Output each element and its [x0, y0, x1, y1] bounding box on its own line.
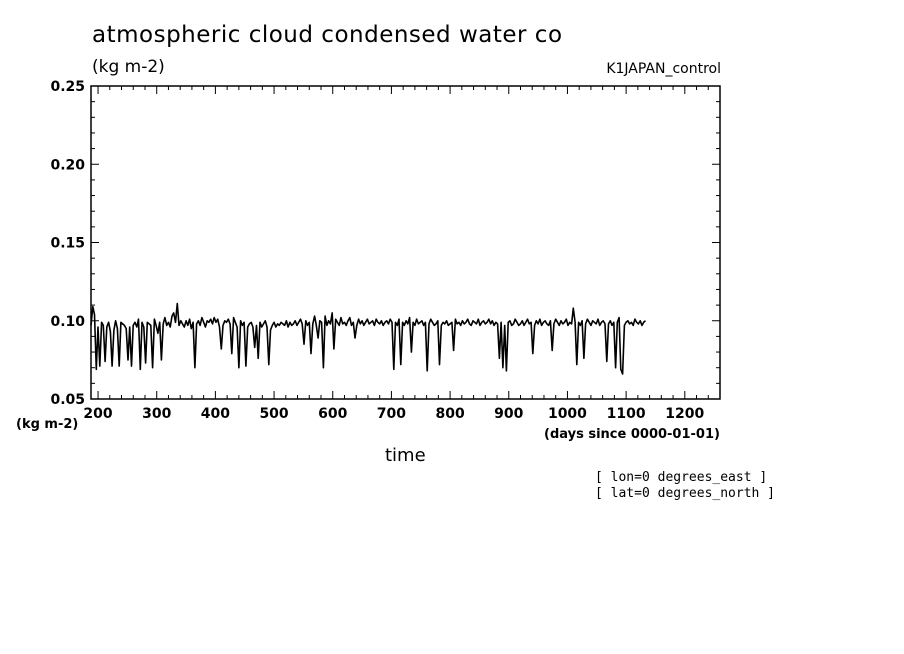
x-tick-label: 700: [377, 406, 406, 422]
run-name: K1JAPAN_control: [606, 61, 721, 77]
chart-title: atmospheric cloud condensed water co: [92, 22, 563, 48]
x-tick-label: 200: [83, 406, 112, 422]
x-tick-label: 300: [142, 406, 171, 422]
x-tick-label: 800: [435, 406, 464, 422]
x-tick-label: 600: [318, 406, 347, 422]
y-tick-label: 0.05: [50, 392, 85, 408]
chart-units: (kg m-2): [92, 57, 165, 77]
x-tick-label: 900: [494, 406, 523, 422]
x-tick-label: 500: [259, 406, 288, 422]
y-tick-label: 0.10: [50, 314, 85, 330]
y-tick-label: 0.25: [50, 79, 85, 95]
x-tick-label: 1100: [607, 406, 646, 422]
series-line-0: [90, 302, 647, 375]
y-tick-label: 0.15: [50, 236, 85, 252]
tick-labels: 0.05 0.10 0.15 0.20 0.25 200 300 400 500 600 700 80…: [50, 79, 704, 422]
x-tick-label: 1200: [665, 406, 704, 422]
x-axis-label: time: [385, 445, 426, 466]
y-axis-unit-label: (kg m-2): [16, 417, 78, 432]
plot-frame: [90, 85, 721, 400]
lon-annotation: [ lon=0 degrees_east ]: [595, 470, 768, 485]
axis-ticks: [91, 85, 721, 400]
x-tick-label: 400: [201, 406, 230, 422]
y-tick-label: 0.20: [50, 157, 85, 173]
series-layer: [90, 302, 647, 375]
x-axis-unit-label: (days since 0000-01-01): [544, 427, 720, 442]
lat-annotation: [ lat=0 degrees_north ]: [595, 486, 776, 501]
x-tick-label: 1000: [548, 406, 587, 422]
